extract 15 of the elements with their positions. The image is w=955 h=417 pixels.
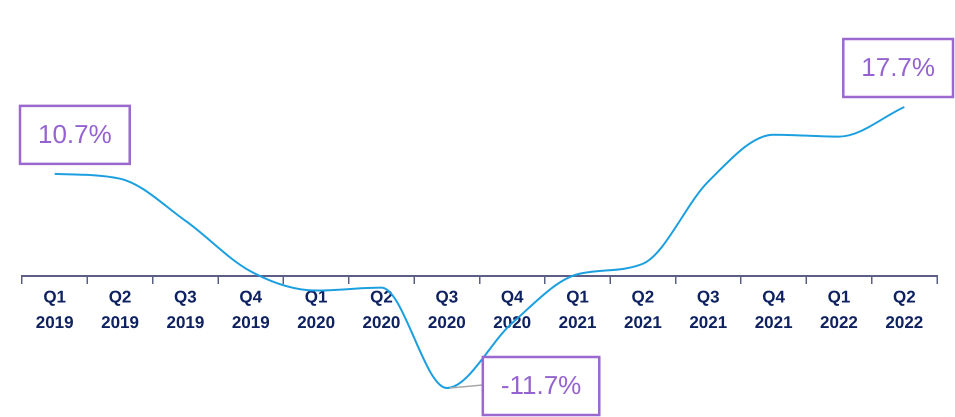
x-tick-label: Q2 2021: [624, 288, 662, 332]
x-tick-label: Q3 2020: [428, 288, 466, 332]
data-label: 10.7%: [38, 119, 112, 150]
x-tick-label: Q3 2021: [689, 288, 728, 332]
x-tick-label: Q4 2021: [754, 288, 793, 332]
x-tick-label: Q1 2021: [558, 288, 596, 332]
x-tick-label: Q1 2022: [820, 288, 858, 332]
data-label: -11.7%: [500, 370, 582, 400]
x-tick-label: Q1 2019: [36, 288, 74, 332]
x-tick-label: Q2 2019: [101, 288, 139, 332]
x-tick-label: Q2 2022: [885, 288, 924, 332]
x-tick-label: Q1 2020: [297, 288, 336, 332]
x-tick-label: Q4 2019: [232, 288, 270, 332]
x-tick-label: Q3 2019: [166, 288, 204, 332]
data-label: 17.7%: [861, 52, 936, 82]
